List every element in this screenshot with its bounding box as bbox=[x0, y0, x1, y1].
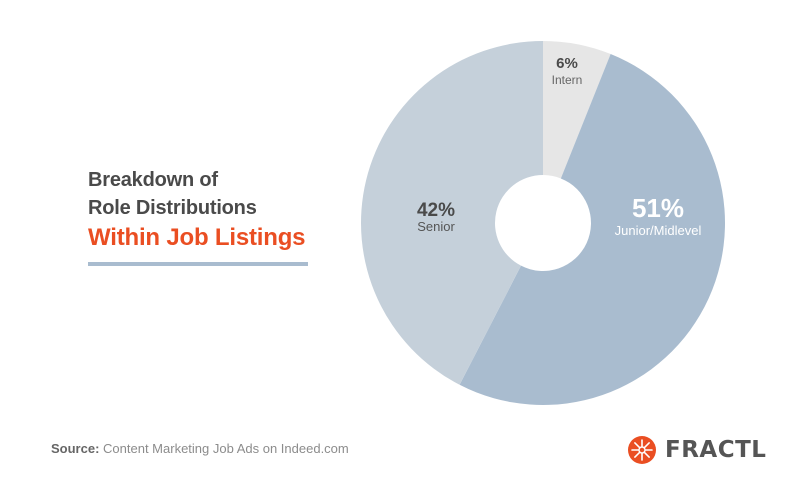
donut-slice-senior bbox=[360, 41, 543, 385]
donut-slice-junior-midlevel bbox=[459, 54, 725, 405]
title-line-1: Breakdown of bbox=[88, 169, 218, 191]
slice-label-junior-midlevel: Junior/Midlevel bbox=[615, 223, 702, 238]
chart-title: Breakdown of Role Distributions Within J… bbox=[88, 166, 378, 254]
slice-value-senior: 42% bbox=[417, 200, 455, 221]
slice-label-intern: Intern bbox=[552, 73, 583, 87]
sunburst-logo-icon bbox=[628, 436, 656, 464]
slice-value-intern: 6% bbox=[556, 55, 578, 72]
title-line-3: Within Job Listings bbox=[88, 224, 306, 251]
title-underline bbox=[88, 262, 308, 266]
source-label: Source: bbox=[51, 441, 100, 456]
slice-value-junior-midlevel: 51% bbox=[632, 193, 684, 223]
slice-label-senior: Senior bbox=[417, 219, 455, 234]
brand-name: FRACTL bbox=[665, 437, 767, 463]
donut-slice-intern bbox=[543, 41, 611, 179]
title-line-2: Role Distributions bbox=[88, 197, 257, 219]
source-text: Content Marketing Job Ads on Indeed.com bbox=[103, 441, 349, 456]
source-note: Source: Content Marketing Job Ads on Ind… bbox=[51, 441, 349, 456]
brand-logo: FRACTL bbox=[627, 435, 766, 465]
